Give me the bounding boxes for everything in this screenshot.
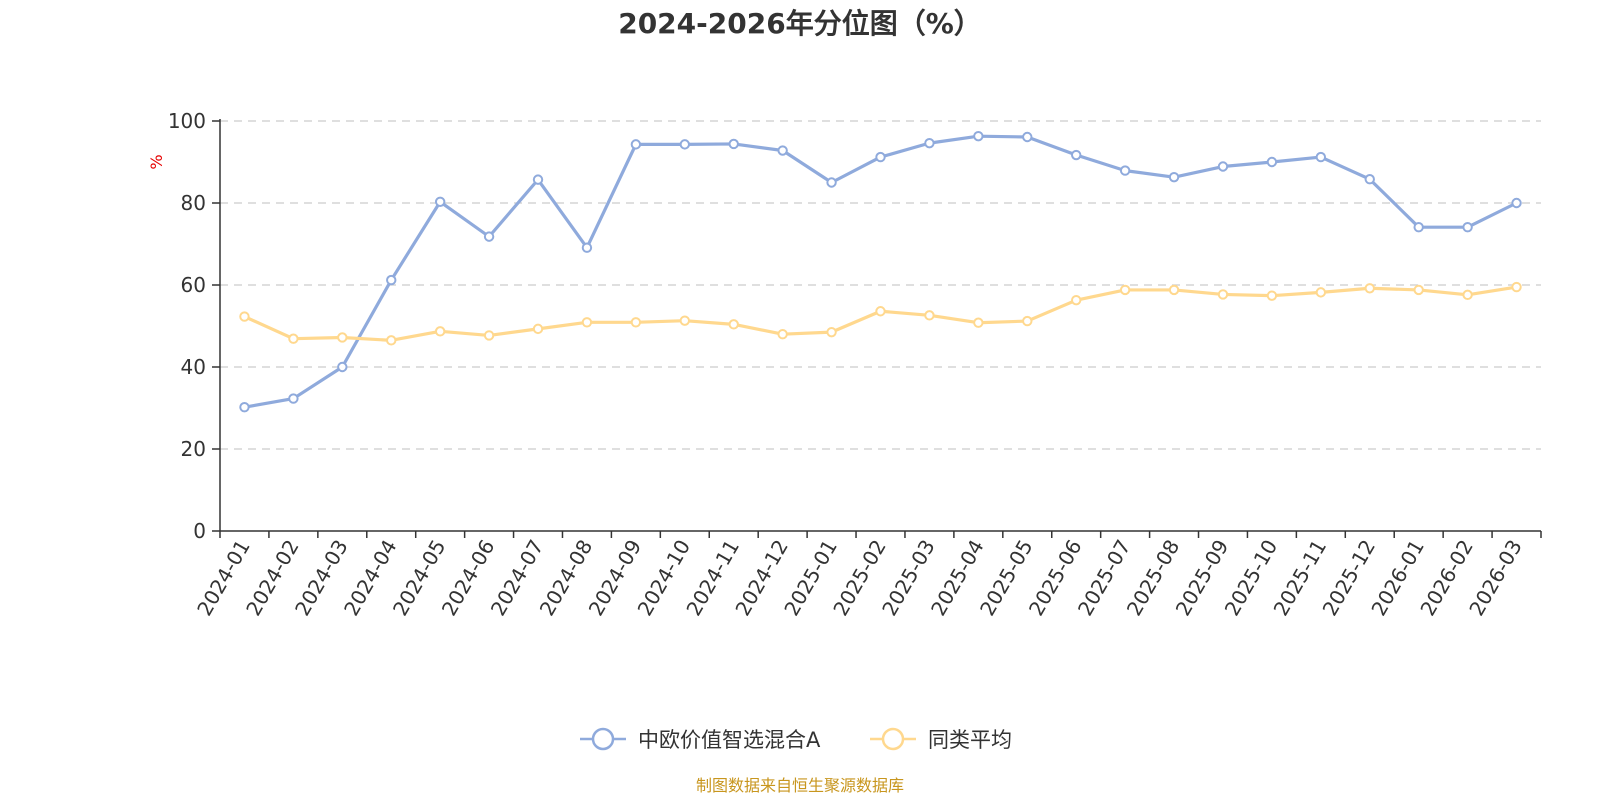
legend-marker — [591, 727, 615, 751]
data-point — [1315, 151, 1327, 163]
data-point — [532, 174, 544, 185]
data-point — [581, 242, 593, 253]
legend-label: 中欧价值智选混合A — [638, 728, 821, 752]
data-point — [1119, 284, 1131, 296]
y-axis-unit-label: % — [147, 154, 166, 169]
data-point — [434, 326, 446, 337]
chart-title: 2024-2026年分位图（%） — [618, 7, 982, 40]
data-point — [728, 138, 739, 150]
data-point — [1462, 221, 1473, 233]
data-point — [288, 333, 299, 344]
y-tick-label: 40 — [181, 355, 206, 379]
y-tick-label: 0 — [193, 519, 206, 543]
data-point — [1511, 281, 1522, 293]
data-point — [337, 361, 348, 373]
data-point — [1364, 174, 1375, 185]
series-1 — [239, 281, 1522, 346]
data-point — [973, 130, 984, 142]
axes: 0204060801002024-012024-022024-032024-04… — [168, 109, 1542, 620]
series-layer — [239, 130, 1522, 413]
data-point — [532, 323, 544, 335]
data-point — [875, 306, 886, 317]
data-point — [1511, 197, 1522, 209]
data-point — [386, 335, 397, 346]
legend: 中欧价值智选混合A 同类平均 — [580, 727, 1012, 752]
data-point — [679, 139, 690, 150]
data-point — [924, 137, 935, 149]
data-point — [1071, 149, 1082, 161]
data-point — [386, 274, 397, 286]
data-point — [1462, 289, 1473, 301]
legend-item[interactable]: 中欧价值智选混合A — [580, 727, 821, 752]
data-point — [337, 332, 348, 343]
data-point — [630, 317, 642, 328]
data-point — [973, 317, 984, 328]
data-point — [826, 326, 837, 338]
data-point — [924, 310, 935, 321]
data-point — [1266, 290, 1278, 301]
data-point — [630, 139, 642, 150]
data-point — [1071, 294, 1082, 306]
data-point — [1168, 284, 1180, 296]
data-point — [1217, 161, 1229, 172]
y-tick-label: 80 — [181, 191, 206, 215]
data-point — [1022, 315, 1033, 327]
data-point — [777, 145, 788, 156]
y-tick-label: 20 — [181, 437, 206, 461]
data-point — [777, 329, 788, 340]
data-point — [679, 315, 690, 326]
data-point — [1022, 131, 1033, 143]
data-point — [1413, 284, 1424, 296]
data-point — [483, 231, 495, 242]
legend-item[interactable]: 同类平均 — [870, 727, 1012, 752]
data-point — [434, 196, 446, 207]
data-point — [239, 311, 250, 322]
data-point — [239, 401, 250, 413]
source-note: 制图数据来自恒生聚源数据库 — [696, 776, 904, 795]
data-point — [1364, 283, 1375, 294]
data-point — [875, 151, 886, 163]
data-point — [728, 319, 739, 330]
data-point — [1168, 171, 1180, 183]
data-point — [1315, 287, 1327, 298]
data-point — [1413, 221, 1424, 233]
y-tick-label: 100 — [168, 109, 206, 133]
data-point — [581, 317, 593, 328]
series-0 — [239, 130, 1522, 413]
data-point — [288, 393, 299, 404]
data-point — [1119, 165, 1131, 176]
legend-marker — [881, 727, 905, 751]
data-point — [1217, 289, 1229, 300]
data-point — [1266, 156, 1278, 168]
y-tick-label: 60 — [181, 273, 206, 297]
legend-label: 同类平均 — [928, 728, 1012, 752]
data-point — [483, 330, 495, 341]
grid-lines — [220, 120, 1541, 450]
data-point — [826, 177, 837, 188]
